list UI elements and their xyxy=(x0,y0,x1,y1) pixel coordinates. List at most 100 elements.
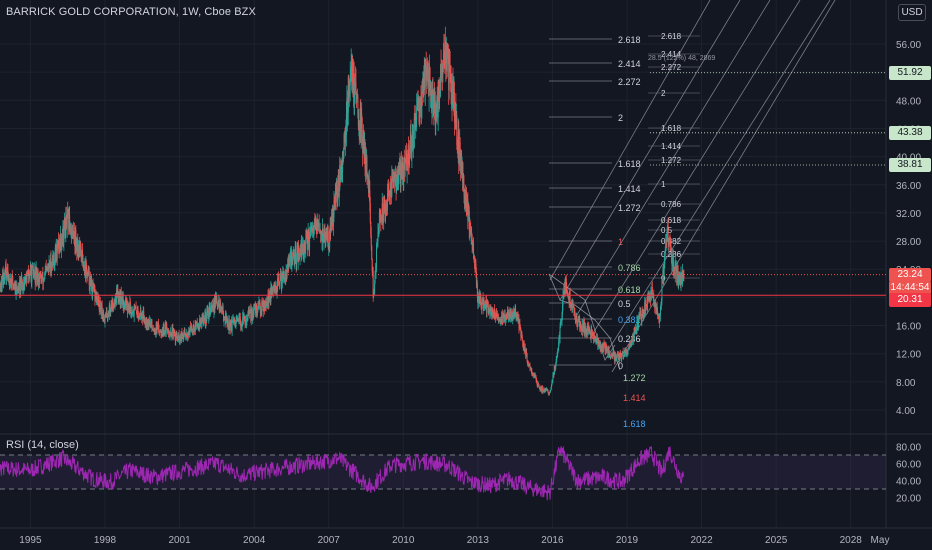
candle-body xyxy=(456,115,458,146)
price-chip: 20.31 xyxy=(889,293,931,308)
candle-body xyxy=(151,319,153,328)
candle-body xyxy=(421,91,423,107)
candle-body xyxy=(226,316,228,319)
horizontal-price-lines[interactable] xyxy=(0,72,886,296)
candle-body xyxy=(403,165,405,180)
candle-body xyxy=(592,335,594,337)
candle-body xyxy=(361,117,363,146)
candle-body xyxy=(642,309,644,315)
candle-body xyxy=(130,306,132,314)
candle-body xyxy=(526,352,528,355)
fibonacci-drawings[interactable]: 2.618 2.414 2.272 2 1.618 1.414 1.272 1 0.786 0.6… xyxy=(548,0,836,429)
candle-body xyxy=(560,321,562,327)
candle-body xyxy=(172,329,174,339)
candle-body xyxy=(452,80,454,107)
candle-body xyxy=(533,374,535,376)
candle-body xyxy=(634,330,636,332)
fib-level-label: 1.414 xyxy=(618,184,641,194)
candle-body xyxy=(169,335,171,337)
candle-body xyxy=(332,208,334,227)
candle-body xyxy=(526,354,528,361)
candle-body xyxy=(44,271,46,273)
fib-level-label: 0.236 xyxy=(618,334,641,344)
candle-body xyxy=(314,220,316,223)
candle-body xyxy=(99,300,101,311)
candle-body xyxy=(655,302,657,310)
candle-body xyxy=(133,306,135,317)
candle-body xyxy=(551,380,553,382)
candle-body xyxy=(281,282,283,288)
candle-body xyxy=(653,294,655,306)
candle-body xyxy=(557,350,559,354)
candle-body xyxy=(305,238,307,250)
candle-body xyxy=(199,318,201,330)
candle-body xyxy=(543,388,545,393)
candle-body xyxy=(318,222,320,232)
candle-body xyxy=(387,193,389,210)
candle-body xyxy=(409,153,410,166)
candle-body xyxy=(430,90,432,109)
candle-body xyxy=(349,78,351,86)
candle-body xyxy=(268,298,270,304)
candle-body xyxy=(498,320,500,322)
price-tick-label: 12.00 xyxy=(896,350,921,361)
candle-body xyxy=(347,77,349,113)
candle-body xyxy=(193,324,195,331)
candle-body xyxy=(615,355,617,361)
candle-body xyxy=(227,322,229,326)
candle-body xyxy=(188,331,190,336)
candle-body xyxy=(58,240,60,249)
candle-body xyxy=(510,314,512,318)
candle-body xyxy=(221,306,223,310)
candle-body xyxy=(555,358,557,363)
candle-body xyxy=(613,352,615,358)
time-tick-label: 2016 xyxy=(541,535,564,546)
candle-body xyxy=(471,234,473,246)
candle-body xyxy=(514,312,516,315)
candle-body xyxy=(77,239,79,252)
candle-body xyxy=(634,328,636,332)
candle-body xyxy=(356,94,358,97)
rsi-indicator-label[interactable]: RSI (14, close) xyxy=(6,439,79,451)
candle-body xyxy=(224,319,226,320)
time-tick-label: May xyxy=(871,535,890,546)
price-tick-label: 28.00 xyxy=(896,237,921,248)
candle-body xyxy=(8,278,10,286)
candle-body xyxy=(177,338,179,340)
fib-small-label: 2.618 xyxy=(661,32,682,41)
candle-body xyxy=(110,309,112,312)
candle-body xyxy=(427,60,429,82)
candle-body xyxy=(32,265,34,268)
candle-body xyxy=(531,370,533,374)
candle-body xyxy=(44,272,46,279)
candle-body xyxy=(219,309,221,311)
candle-body xyxy=(535,377,537,381)
candle-body xyxy=(461,153,463,169)
candle-body xyxy=(235,318,237,322)
candle-body xyxy=(126,299,128,311)
candle-body xyxy=(463,183,465,197)
candle-body xyxy=(627,348,629,354)
currency-button[interactable]: USD xyxy=(898,4,926,21)
candle-body xyxy=(30,265,32,269)
candle-body xyxy=(499,319,501,322)
candle-body xyxy=(569,290,571,307)
candle-body xyxy=(98,300,100,307)
candle-body xyxy=(603,343,605,351)
candle-body xyxy=(3,279,5,283)
candle-body xyxy=(235,321,237,328)
candle-body xyxy=(385,205,387,215)
candle-body xyxy=(666,228,668,242)
candle-body xyxy=(292,258,294,262)
candle-body xyxy=(160,330,162,334)
candle-body xyxy=(639,311,641,316)
candle-body xyxy=(13,286,15,289)
candle-body xyxy=(313,225,315,231)
candle-body xyxy=(468,210,470,232)
candle-body xyxy=(530,369,532,371)
candle-body xyxy=(15,283,17,294)
candle-body xyxy=(12,284,14,286)
candle-body xyxy=(522,340,524,347)
candle-body xyxy=(594,337,596,339)
